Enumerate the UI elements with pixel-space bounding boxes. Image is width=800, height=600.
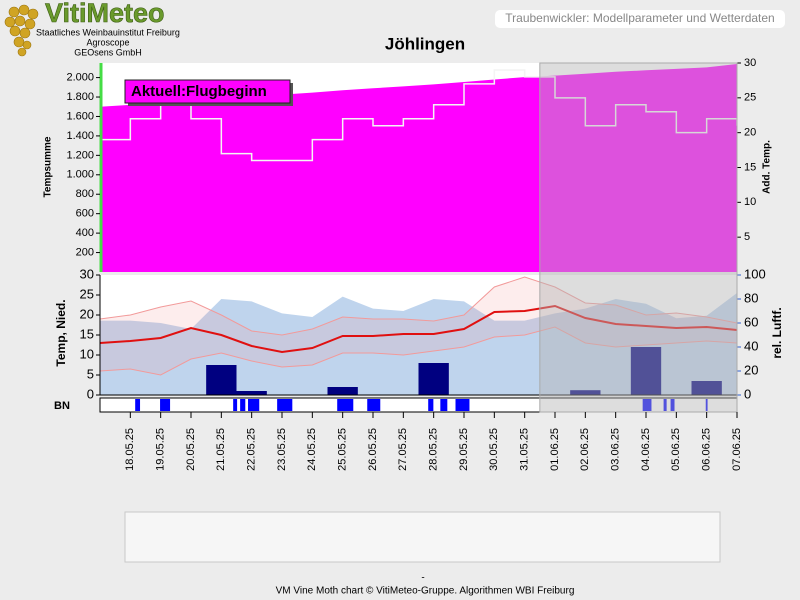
precip-bar [570,390,601,395]
add-temp-step-line [100,69,738,162]
y2-tick-label: 60 [744,314,758,329]
x-tick-label: 19.05.25 [155,428,167,471]
y2-tick-label: 15 [744,161,756,173]
y-tick-label: 0 [87,386,94,401]
y2-tick-label: 30 [744,57,756,69]
org-line: GEOsens GmbH [74,47,142,57]
x-tick-label: 05.06.25 [670,428,682,471]
blattnaesse-interval [337,399,354,411]
annotation-box [124,79,291,104]
x-tick-label: 07.06.25 [731,428,743,471]
x-tick-label: 29.05.25 [458,428,470,471]
y-tick-label: 200 [76,246,94,258]
y2-tick-label: 20 [744,362,758,377]
org-line: Staatliches Weinbauinstitut Freiburg [36,27,180,37]
y-tick-label: 800 [76,188,94,200]
annotation: Aktuell:Flugbeginn [131,83,267,100]
blattnaesse-interval [277,399,293,411]
x-tick-label: 18.05.25 [124,428,136,471]
y-tick-label: 5 [87,366,94,381]
x-tick-label: 24.05.25 [306,428,318,471]
blattnaesse-interval [367,399,381,411]
y-tick-label: 25 [80,286,94,301]
temp-high-line [99,276,738,336]
legend [124,511,721,563]
y2-tick-label: 80 [744,290,758,305]
y-tick-label: 1.400 [66,130,94,142]
blattnaesse-interval [160,399,171,411]
x-tick-label: 30.05.25 [488,428,500,471]
y-tick-label: 30 [80,266,94,281]
precip-bar [206,365,237,395]
logo-grapes [4,4,39,57]
x-tick-label: 25.05.25 [337,428,349,471]
y2-tick-label: 0 [744,386,751,401]
tempsumme-area [100,63,737,272]
y-tick-label: 1.200 [66,149,94,161]
x-tick-label: 22.05.25 [246,428,258,471]
x-tick-label: 01.06.25 [549,428,561,471]
mean-temp-line [99,304,738,354]
x-tick-label: 23.05.25 [276,428,288,471]
org-line: Agroscope [86,37,129,47]
tab-label[interactable]: Traubenwickler: Modellparameter und Wett… [505,11,774,25]
y-tick-label: 1.800 [66,91,94,103]
y2-tick-label: 40 [744,338,758,353]
y2-tick-label: 5 [744,231,750,243]
x-tick-label: 28.05.25 [428,428,440,471]
y2-tick-label: 10 [744,196,756,208]
logo-text: VitiMeteo [45,0,165,28]
blattnaesse-interval [642,399,652,411]
y-tick-label: 2.000 [66,71,94,83]
humidity-area [100,293,737,395]
tab[interactable] [495,10,785,28]
y-tick-label: 600 [76,208,94,220]
temp-low-line [99,326,738,376]
blattnaesse-interval [663,399,667,411]
y2-tick-label: 25 [744,92,756,104]
precip-bar [236,391,267,395]
precip-bar [327,387,358,395]
prognosis-overlay [539,62,738,413]
y2-axis-label: Add. Temp. [762,140,773,194]
x-tick-label: 03.06.25 [610,428,622,471]
x-tick-label: 06.06.25 [701,428,713,471]
y2-tick-label: 100 [744,266,766,281]
blattnaesse-interval [670,399,675,411]
precip-bar [630,347,662,395]
x-tick-label: 21.05.25 [215,428,227,471]
bn-label: BN [54,400,70,412]
blattnaesse-interval [428,399,434,411]
y-tick-label: 400 [76,227,94,239]
footer-credit: VM Vine Moth chart © VitiMeteo-Gruppe. A… [276,586,575,597]
x-tick-label: 27.05.25 [397,428,409,471]
y-tick-label: 20 [80,306,94,321]
precip-bar [418,363,449,395]
blattnaesse-interval [440,399,448,411]
y-tick-label: 1.000 [66,169,94,181]
footer-dash: - [421,573,424,584]
x-tick-label: 31.05.25 [519,428,531,471]
precip-bar [691,381,722,395]
x-tick-label: 20.05.25 [185,428,197,471]
blattnaesse-interval [705,399,708,411]
blattnaesse-interval [240,399,246,411]
y-axis-label: Tempsumme [43,136,54,197]
temp-min-max-band [100,277,737,375]
y-tick-label: 1.600 [66,110,94,122]
blattnaesse-interval [135,399,141,411]
y-tick-label: 15 [80,326,94,341]
y-tick-label: 10 [80,346,94,361]
y-axis-label: Temp, Nied. [54,299,68,366]
blattnaesse-interval [455,399,470,411]
y2-axis-label: rel. Luftf. [770,307,784,358]
y2-tick-label: 20 [744,127,756,139]
x-tick-label: 04.06.25 [640,428,652,471]
chart-title: Jöhlingen [385,34,465,53]
blattnaesse-interval [233,399,238,411]
blattnaesse-interval [248,399,260,411]
x-tick-label: 26.05.25 [367,428,379,471]
x-tick-label: 02.06.25 [579,428,591,471]
